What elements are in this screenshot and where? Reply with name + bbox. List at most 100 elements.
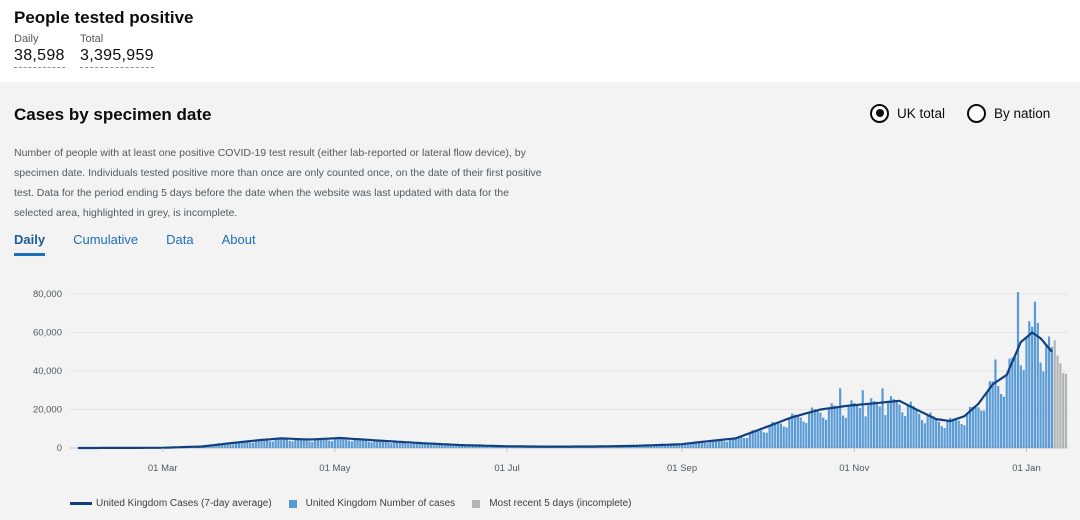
chart-bar[interactable] xyxy=(441,444,444,448)
chart-bar[interactable] xyxy=(720,440,723,448)
chart-bar[interactable] xyxy=(226,443,229,448)
chart-bar[interactable] xyxy=(957,420,960,448)
chart-bar[interactable] xyxy=(754,430,757,448)
chart-bar[interactable] xyxy=(672,444,675,448)
chart-bar[interactable] xyxy=(912,406,915,448)
chart-bar[interactable] xyxy=(398,441,401,448)
chart-bar[interactable] xyxy=(218,444,221,448)
chart-bar[interactable] xyxy=(926,415,929,448)
chart-bar[interactable] xyxy=(858,408,862,448)
chart-bar[interactable] xyxy=(223,443,226,448)
chart-bar[interactable] xyxy=(418,442,421,448)
chart-bar[interactable] xyxy=(364,440,368,448)
chart-bar[interactable] xyxy=(847,405,850,448)
chart-bar[interactable] xyxy=(985,392,989,448)
chart-bar[interactable] xyxy=(785,427,788,448)
chart-bar[interactable] xyxy=(302,439,305,448)
chart-bar[interactable] xyxy=(426,444,430,448)
chart-bar[interactable] xyxy=(664,445,667,448)
chart-bar[interactable] xyxy=(336,436,339,448)
chart-bar[interactable] xyxy=(974,407,977,448)
chart-bar[interactable] xyxy=(350,441,353,448)
chart-bar[interactable] xyxy=(813,409,816,448)
chart-bar[interactable] xyxy=(644,446,647,448)
chart-bar[interactable] xyxy=(297,437,300,448)
chart-bar[interactable] xyxy=(1045,345,1048,448)
chart-bar[interactable] xyxy=(968,406,972,448)
chart-bar[interactable] xyxy=(923,423,926,448)
radio-uk-total[interactable]: UK total xyxy=(870,102,945,124)
chart-bar[interactable] xyxy=(330,441,334,448)
chart-bar[interactable] xyxy=(438,443,441,448)
chart-bar[interactable] xyxy=(833,405,836,448)
chart-bar[interactable] xyxy=(692,442,695,448)
chart-bar[interactable] xyxy=(1050,346,1053,448)
chart-bar[interactable] xyxy=(997,386,1000,448)
chart-bar[interactable] xyxy=(915,410,918,448)
chart-bar[interactable] xyxy=(991,381,994,448)
chart-bar[interactable] xyxy=(669,444,672,448)
chart-bar[interactable] xyxy=(322,439,325,448)
chart-bar[interactable] xyxy=(856,405,859,448)
chart-bar[interactable] xyxy=(762,432,766,448)
chart-bar[interactable] xyxy=(1011,357,1014,448)
chart-bar[interactable] xyxy=(251,442,255,448)
chart-bar[interactable] xyxy=(257,439,260,448)
chart-bar[interactable] xyxy=(249,442,252,448)
chart-bar[interactable] xyxy=(469,446,472,448)
chart-bar[interactable] xyxy=(415,442,418,448)
chart-bar[interactable] xyxy=(229,444,232,448)
chart-bar[interactable] xyxy=(395,440,399,448)
chart-bar[interactable] xyxy=(839,388,842,448)
chart-bar[interactable] xyxy=(774,422,777,448)
chart-bar[interactable] xyxy=(999,393,1003,448)
chart-bar[interactable] xyxy=(449,445,452,448)
chart-bar[interactable] xyxy=(887,401,890,448)
chart-bar[interactable] xyxy=(946,420,949,448)
chart-bar[interactable] xyxy=(683,444,687,448)
chart-bar[interactable] xyxy=(748,433,751,448)
chart-bar[interactable] xyxy=(435,443,438,448)
chart-bar[interactable] xyxy=(695,442,698,448)
chart-bar[interactable] xyxy=(215,444,218,448)
chart-bar[interactable] xyxy=(743,438,746,448)
chart-bar[interactable] xyxy=(652,444,655,448)
chart-bar[interactable] xyxy=(282,438,286,448)
chart-bar[interactable] xyxy=(675,444,678,448)
chart-bar[interactable] xyxy=(901,412,904,448)
chart-bar[interactable] xyxy=(853,402,856,448)
chart-bar[interactable] xyxy=(937,421,941,448)
chart-bar[interactable] xyxy=(1019,365,1022,448)
total-value[interactable]: 3,395,959 xyxy=(80,47,154,68)
chart-bar[interactable] xyxy=(319,438,322,448)
legend-item-incomplete[interactable]: Most recent 5 days (incomplete) xyxy=(472,498,631,509)
chart-bar[interactable] xyxy=(726,441,729,448)
chart-bar[interactable] xyxy=(624,446,627,448)
chart-bar[interactable] xyxy=(299,438,303,448)
chart-bar[interactable] xyxy=(666,445,670,448)
chart-bar[interactable] xyxy=(765,432,768,448)
chart-bar[interactable] xyxy=(951,418,955,448)
chart-bar[interactable] xyxy=(864,416,867,448)
chart-bar[interactable] xyxy=(1039,362,1042,448)
chart-bar[interactable] xyxy=(457,444,461,448)
chart-bar[interactable] xyxy=(378,440,382,448)
chart-bar[interactable] xyxy=(734,437,737,448)
chart-bar[interactable] xyxy=(723,441,726,448)
chart-bar[interactable] xyxy=(254,440,257,448)
chart-bar[interactable] xyxy=(779,423,782,448)
chart-bar[interactable] xyxy=(658,445,661,448)
chart-bar[interactable] xyxy=(243,441,246,448)
chart-bar[interactable] xyxy=(920,420,924,448)
chart-bar[interactable] xyxy=(463,445,466,448)
chart-bar[interactable] xyxy=(373,440,376,448)
chart-bar[interactable] xyxy=(751,430,754,448)
chart-bar[interactable] xyxy=(782,426,785,448)
chart-bar[interactable] xyxy=(793,414,797,448)
chart-bar[interactable] xyxy=(870,398,873,448)
chart-bar[interactable] xyxy=(641,445,644,448)
chart-bar[interactable] xyxy=(347,440,351,448)
chart-bar[interactable] xyxy=(220,443,224,448)
chart-bar[interactable] xyxy=(246,441,249,448)
radio-by-nation[interactable]: By nation xyxy=(967,102,1050,124)
